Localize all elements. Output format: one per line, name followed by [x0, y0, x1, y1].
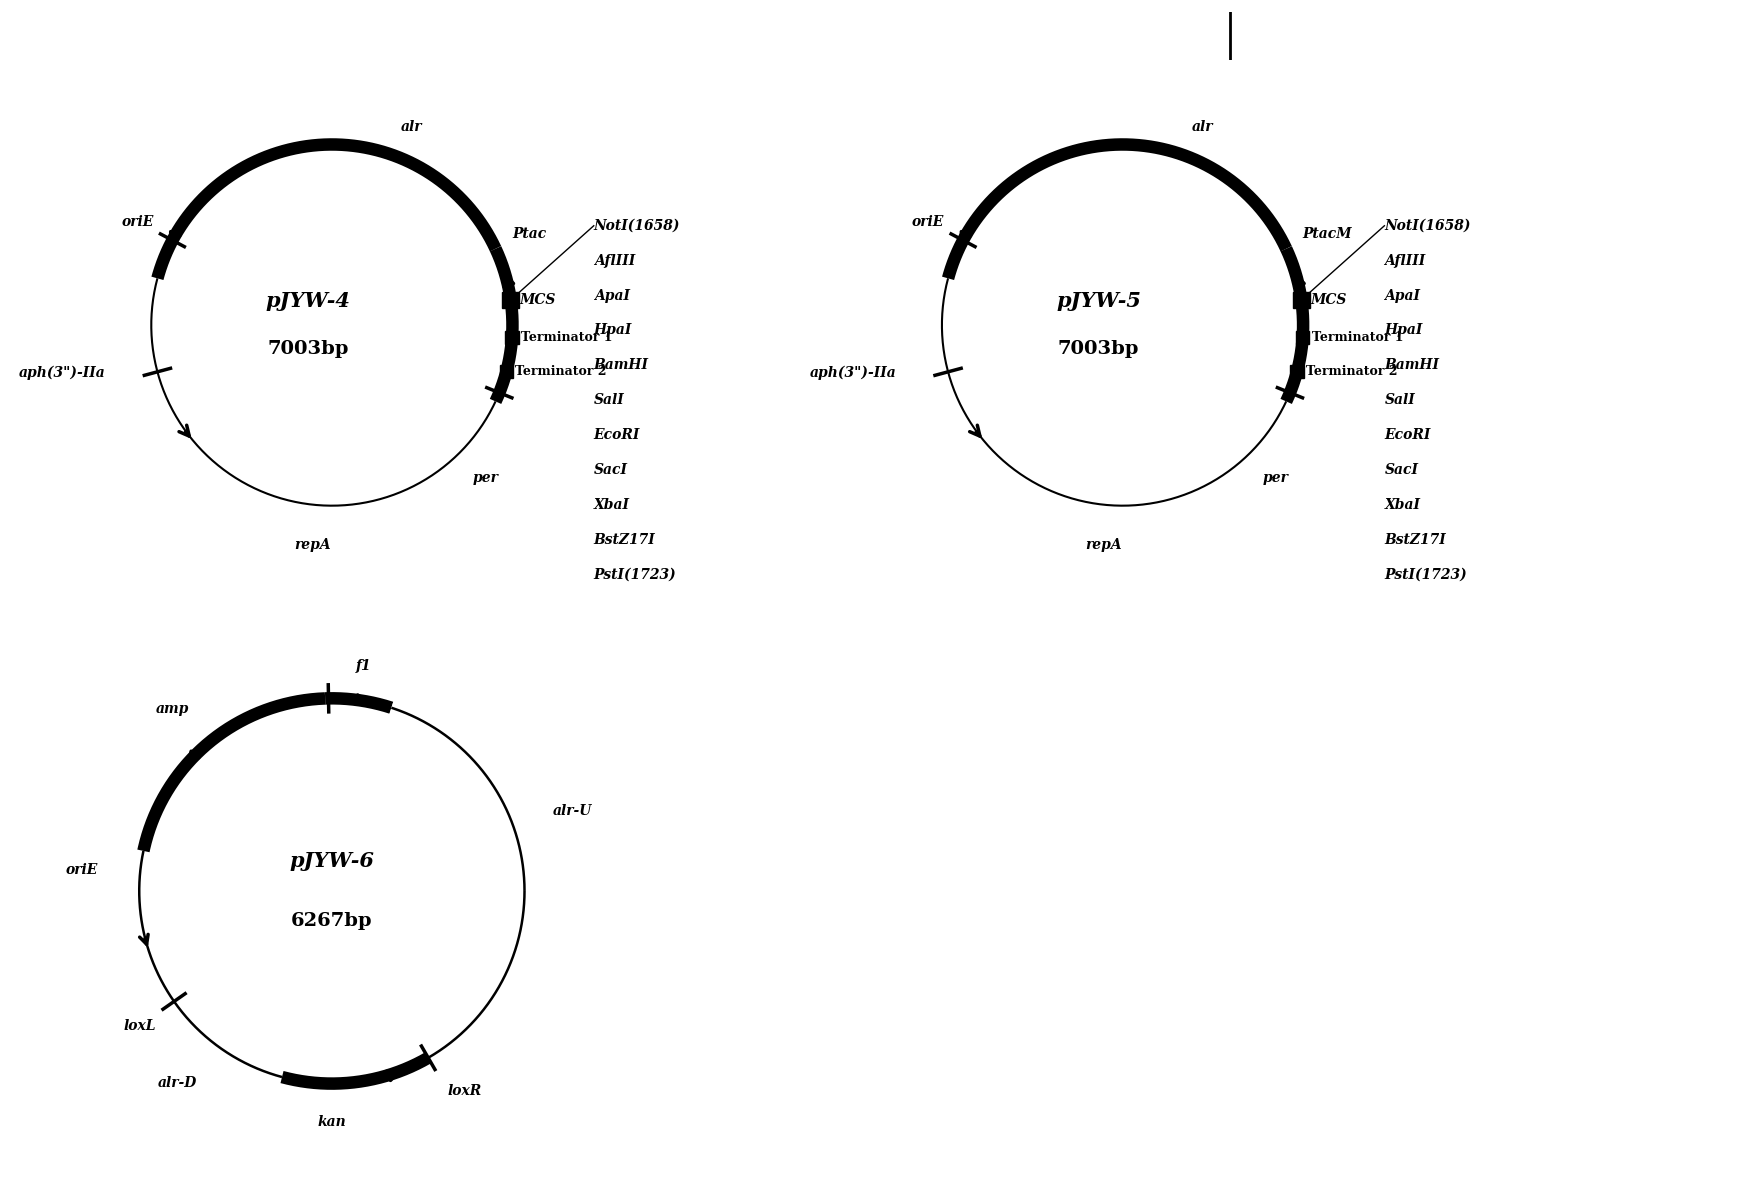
Text: 7003bp: 7003bp: [1058, 341, 1139, 358]
Text: PtacM: PtacM: [1302, 228, 1353, 241]
Text: ApaI: ApaI: [594, 289, 629, 302]
Bar: [499, 365, 513, 378]
Text: Terminator 2: Terminator 2: [1305, 365, 1397, 378]
Text: oriE: oriE: [121, 214, 153, 229]
Text: XbaI: XbaI: [1385, 498, 1420, 512]
Text: HpaI: HpaI: [1385, 324, 1423, 337]
Bar: [503, 291, 518, 308]
Text: AflIII: AflIII: [1385, 254, 1425, 267]
Text: repA: repA: [295, 537, 330, 551]
Text: NotI(1658): NotI(1658): [1385, 219, 1471, 232]
Text: aph(3")-IIa: aph(3")-IIa: [19, 366, 105, 380]
Text: HpaI: HpaI: [594, 324, 633, 337]
Text: Terminator 1: Terminator 1: [522, 331, 613, 344]
Text: Terminator 1: Terminator 1: [1312, 331, 1404, 344]
Text: amp: amp: [156, 702, 190, 716]
Bar: [1290, 365, 1304, 378]
Text: f1: f1: [355, 659, 371, 673]
Text: alr-D: alr-D: [158, 1076, 197, 1091]
Text: SalI: SalI: [594, 394, 624, 407]
Text: 6267bp: 6267bp: [292, 913, 372, 929]
Text: pJYW-5: pJYW-5: [1056, 291, 1140, 311]
Text: AflIII: AflIII: [594, 254, 634, 267]
Text: MCS: MCS: [520, 293, 557, 307]
Bar: [1297, 331, 1309, 344]
Text: EcoRI: EcoRI: [1385, 429, 1430, 442]
Text: loxL: loxL: [123, 1019, 156, 1033]
Text: pJYW-6: pJYW-6: [290, 851, 374, 870]
Text: SacI: SacI: [1385, 464, 1418, 477]
Text: ApaI: ApaI: [1385, 289, 1420, 302]
Bar: [1293, 291, 1309, 308]
Text: repA: repA: [1086, 537, 1121, 551]
Text: Ptac: Ptac: [511, 228, 546, 241]
Text: BamHI: BamHI: [1385, 359, 1439, 372]
Text: alr-U: alr-U: [553, 803, 592, 818]
Text: kan: kan: [318, 1115, 346, 1129]
Text: pJYW-4: pJYW-4: [265, 291, 350, 311]
Text: MCS: MCS: [1311, 293, 1348, 307]
Text: BamHI: BamHI: [594, 359, 648, 372]
Text: 7003bp: 7003bp: [267, 341, 348, 358]
Text: loxR: loxR: [448, 1084, 481, 1098]
Text: NotI(1658): NotI(1658): [594, 219, 680, 232]
Text: XbaI: XbaI: [594, 498, 629, 512]
Text: alr: alr: [401, 120, 422, 135]
Text: per: per: [473, 471, 497, 485]
Text: PstI(1723): PstI(1723): [594, 568, 676, 582]
Text: BstZ17I: BstZ17I: [594, 533, 655, 547]
Text: aph(3")-IIa: aph(3")-IIa: [810, 366, 896, 380]
Text: oriE: oriE: [65, 863, 98, 878]
Text: SalI: SalI: [1385, 394, 1414, 407]
Text: PstI(1723): PstI(1723): [1385, 568, 1467, 582]
Bar: [506, 331, 518, 344]
Text: EcoRI: EcoRI: [594, 429, 640, 442]
Text: alr: alr: [1191, 120, 1212, 135]
Text: SacI: SacI: [594, 464, 627, 477]
Text: oriE: oriE: [912, 214, 944, 229]
Text: Terminator 2: Terminator 2: [515, 365, 606, 378]
Text: BstZ17I: BstZ17I: [1385, 533, 1446, 547]
Text: per: per: [1263, 471, 1288, 485]
